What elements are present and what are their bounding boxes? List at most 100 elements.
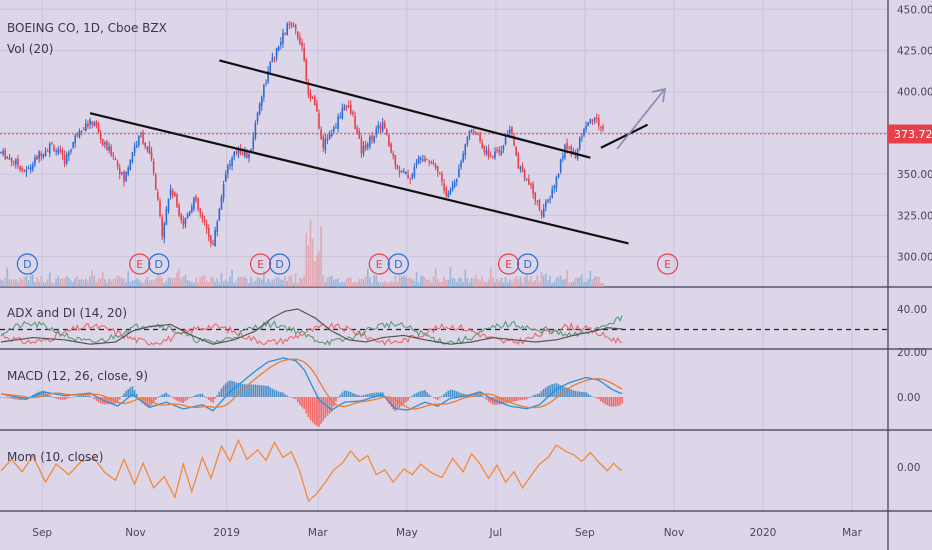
macd-hist-bar <box>318 397 320 427</box>
svg-text:0.00: 0.00 <box>897 462 920 474</box>
price-tick: 300.00 <box>897 252 932 264</box>
time-tick: Sep <box>32 527 52 539</box>
macd-hist-bar <box>165 392 168 397</box>
macd-histogram <box>0 380 623 427</box>
svg-text:E: E <box>505 258 512 271</box>
macd-hist-bar <box>356 394 358 397</box>
adx-pane <box>0 308 888 347</box>
macd-hist-bar <box>358 395 361 397</box>
earnings-marker: E <box>249 253 272 275</box>
dividend-marker: D <box>16 253 38 275</box>
macd-hist-bar <box>375 392 378 397</box>
macd-hist-bar <box>409 397 411 398</box>
macd-hist-bar <box>87 395 89 397</box>
macd-hist-bar <box>566 387 568 397</box>
macd-hist-bar <box>564 387 566 397</box>
macd-hist-bar <box>193 395 195 397</box>
price-axis[interactable]: 450.00 425.00 400.00 350.00 325.00 300.00 <box>897 4 932 263</box>
macd-hist-bar <box>583 392 585 397</box>
macd-hist-bar <box>369 393 371 397</box>
macd-hist-bar <box>547 386 549 397</box>
macd-hist-bar <box>595 397 598 399</box>
macd-hist-bar <box>182 397 185 403</box>
macd-hist-bar <box>6 397 9 399</box>
macd-hist-bar <box>74 396 76 397</box>
svg-text:D: D <box>155 258 163 271</box>
macd-hist-bar <box>328 397 331 414</box>
macd-hist-bar <box>294 397 297 400</box>
trendlines[interactable] <box>89 59 649 245</box>
macd-hist-bar <box>439 397 441 399</box>
projection-arrow[interactable] <box>616 87 667 150</box>
macd-hist-bar <box>235 382 238 397</box>
macd-hist-bar <box>284 394 286 397</box>
macd-hist-bar <box>297 397 299 403</box>
macd-hist-bar <box>373 392 375 397</box>
macd-hist-bar <box>4 397 7 398</box>
macd-hist-bar <box>178 397 180 402</box>
macd-hist-bar <box>403 397 405 404</box>
macd-hist-bar <box>426 392 428 397</box>
svg-text:0.00: 0.00 <box>897 392 920 404</box>
macd-hist-bar <box>612 397 615 407</box>
macd-hist-bar <box>106 397 108 405</box>
macd-hist-bar <box>528 397 530 398</box>
macd-hist-bar <box>521 397 524 400</box>
macd-hist-bar <box>248 384 250 397</box>
macd-hist-bar <box>123 393 125 397</box>
macd-hist-bar <box>352 393 354 397</box>
time-axis[interactable]: Sep Nov 2019 Mar May Jul Sep Nov 2020 Mar <box>32 527 862 539</box>
macd-hist-bar <box>91 397 93 398</box>
macd-hist-bar <box>443 394 445 397</box>
svg-text:373.72: 373.72 <box>894 128 932 141</box>
macd-hist-bar <box>108 397 110 405</box>
macd-hist-bar <box>174 397 176 400</box>
di-plus-line <box>0 315 623 347</box>
macd-hist-bar <box>68 397 70 399</box>
macd-hist-bar <box>118 397 121 400</box>
macd-hist-bar <box>85 395 87 397</box>
macd-hist-bar <box>523 397 526 400</box>
macd-hist-bar <box>203 396 206 397</box>
macd-hist-bar <box>146 397 149 408</box>
macd-hist-bar <box>600 397 602 402</box>
macd-hist-bar <box>371 393 373 397</box>
macd-hist-bar <box>549 385 551 397</box>
macd-hist-bar <box>199 393 202 397</box>
price-tick: 400.00 <box>897 87 932 99</box>
macd-hist-bar <box>324 397 327 419</box>
dividend-marker: D <box>269 253 291 275</box>
macd-hist-bar <box>532 395 534 397</box>
macd-hist-bar <box>545 387 547 397</box>
macd-hist-bar <box>472 393 475 397</box>
macd-hist-bar <box>207 397 210 401</box>
macd-hist-bar <box>63 397 66 400</box>
macd-hist-bar <box>598 397 600 400</box>
macd-hist-bar <box>239 383 242 397</box>
svg-text:40.00: 40.00 <box>897 304 927 316</box>
macd-hist-bar <box>538 393 541 397</box>
macd-hist-bar <box>345 390 348 397</box>
macd-hist-bar <box>97 397 100 403</box>
macd-hist-bar <box>388 397 390 404</box>
macd-hist-bar <box>483 397 486 398</box>
macd-hist-bar <box>220 388 223 397</box>
macd-hist-bar <box>282 392 284 397</box>
macd-hist-bar <box>233 381 235 397</box>
macd-hist-bar <box>89 395 91 397</box>
macd-hist-bar <box>568 388 570 397</box>
macd-hist-bar <box>53 397 55 398</box>
macd-hist-bar <box>61 397 64 400</box>
price-tick: 350.00 <box>897 169 932 181</box>
macd-hist-bar <box>161 394 163 397</box>
macd-hist-bar <box>256 384 259 397</box>
trendline <box>219 59 591 159</box>
current-price-tag: 373.72 <box>888 124 932 144</box>
macd-hist-bar <box>551 384 553 397</box>
macd-hist-bar <box>157 397 159 398</box>
macd-hist-bar <box>269 387 272 397</box>
macd-hist-bar <box>617 397 619 406</box>
macd-hist-bar <box>163 393 166 397</box>
macd-hist-bar <box>337 397 339 398</box>
